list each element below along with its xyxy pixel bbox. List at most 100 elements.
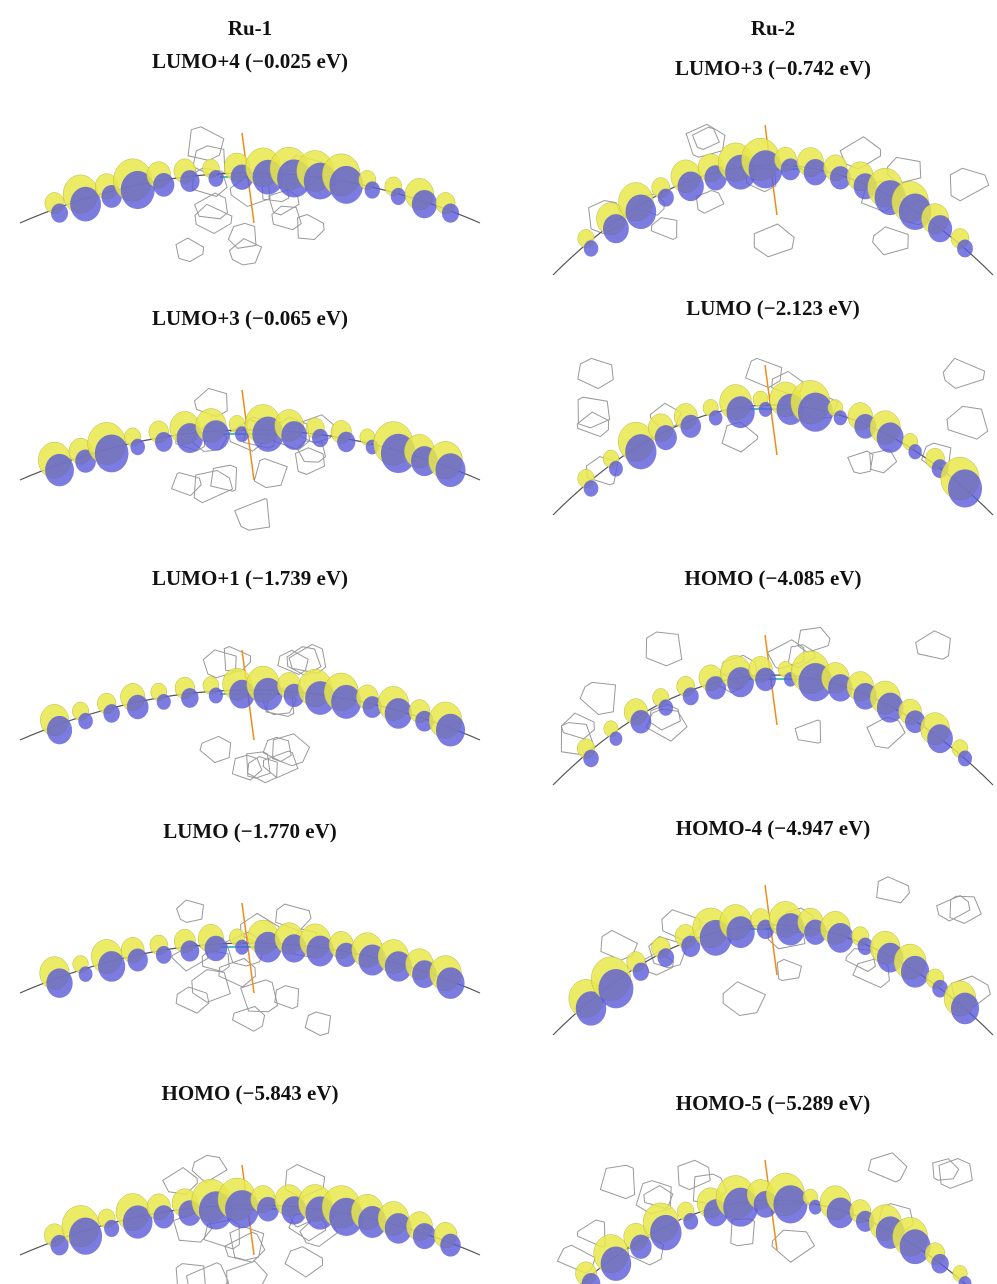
ring: [176, 238, 204, 262]
orbital-label: HOMO-4 (−4.947 eV): [676, 816, 871, 840]
lobe: [609, 461, 623, 477]
ring: [746, 358, 782, 387]
lobe: [103, 704, 120, 723]
ring: [224, 647, 250, 672]
orbital-label: LUMO+1 (−1.739 eV): [152, 566, 348, 590]
lobe: [130, 439, 145, 455]
lobe: [155, 432, 173, 452]
ring: [870, 450, 897, 473]
lobe: [948, 469, 982, 507]
lobe: [726, 916, 754, 948]
lobe: [625, 434, 656, 469]
ring: [172, 473, 202, 496]
ring: [272, 206, 301, 230]
lobe: [928, 215, 952, 242]
lobe: [709, 410, 723, 425]
lobe: [957, 240, 973, 258]
lobe: [584, 240, 599, 256]
orbital-plot: [20, 1155, 480, 1284]
orbital-plot: [553, 627, 993, 785]
orbital-label: LUMO (−1.770 eV): [163, 819, 337, 843]
lobe: [610, 731, 623, 745]
lobe: [205, 936, 228, 961]
lobe: [436, 967, 464, 999]
ring: [873, 227, 909, 255]
orbital-label: LUMO+4 (−0.025 eV): [152, 49, 348, 73]
lobe: [958, 751, 972, 767]
lobe: [927, 724, 953, 753]
lobe: [603, 214, 629, 243]
ring: [192, 970, 231, 1003]
lobe: [726, 396, 754, 428]
ring: [228, 223, 256, 248]
ring: [693, 127, 720, 149]
lobe: [46, 968, 72, 998]
ring: [651, 218, 677, 240]
lobe: [951, 993, 979, 1025]
lobe: [365, 181, 380, 198]
ring: [939, 1159, 972, 1189]
ring: [227, 1261, 268, 1284]
ring: [275, 986, 299, 1009]
ring: [772, 1230, 815, 1262]
ring: [950, 168, 988, 201]
lobe: [601, 1246, 632, 1280]
lobe: [312, 429, 328, 447]
lobe: [98, 951, 125, 982]
ring: [600, 1165, 634, 1198]
ring: [933, 1159, 959, 1180]
ring: [229, 239, 261, 265]
lobe: [235, 940, 248, 955]
ring: [950, 896, 981, 923]
lobe: [331, 685, 361, 719]
ring: [947, 406, 988, 439]
orbital-label: HOMO (−5.843 eV): [161, 1081, 338, 1105]
lobe: [659, 699, 674, 715]
lobe: [45, 454, 74, 486]
orbital-plot: [553, 877, 993, 1035]
lobe: [180, 170, 199, 192]
lobe: [650, 1215, 682, 1250]
ring: [285, 1247, 322, 1277]
lobe: [655, 425, 677, 450]
lobe: [625, 194, 656, 229]
lobe: [329, 166, 363, 204]
lobe: [69, 1218, 102, 1255]
ring: [200, 736, 231, 762]
lobe: [683, 1213, 698, 1230]
ring: [241, 980, 278, 1012]
lobe: [412, 190, 437, 218]
ring: [254, 459, 287, 488]
ring: [230, 1227, 264, 1261]
lobe: [584, 480, 599, 496]
lobe: [180, 940, 199, 961]
ring: [937, 896, 970, 922]
orbital-label: HOMO (−4.085 eV): [684, 566, 861, 590]
lobe: [834, 410, 847, 425]
lobe: [683, 687, 699, 705]
ring: [298, 215, 325, 240]
lobe: [385, 698, 412, 729]
orbital-plot: [553, 358, 993, 515]
lobe: [598, 969, 633, 1008]
lobe: [95, 434, 129, 472]
lobe: [181, 688, 198, 708]
lobe: [827, 923, 853, 953]
orbital-plot: [20, 900, 480, 1036]
lobe: [900, 1229, 931, 1264]
lobe: [209, 687, 223, 703]
ring: [868, 1153, 907, 1182]
ring: [211, 465, 237, 491]
ring: [848, 451, 873, 473]
lobe: [156, 946, 172, 964]
lobe: [678, 172, 704, 202]
ring: [877, 877, 910, 903]
orbital-label: LUMO (−2.123 eV): [686, 296, 860, 320]
ring: [578, 358, 613, 388]
ring: [646, 632, 682, 666]
lobe: [633, 963, 649, 981]
ring: [777, 959, 801, 980]
lobe: [104, 1220, 119, 1237]
lobe: [630, 1235, 652, 1259]
lobe: [157, 694, 171, 710]
